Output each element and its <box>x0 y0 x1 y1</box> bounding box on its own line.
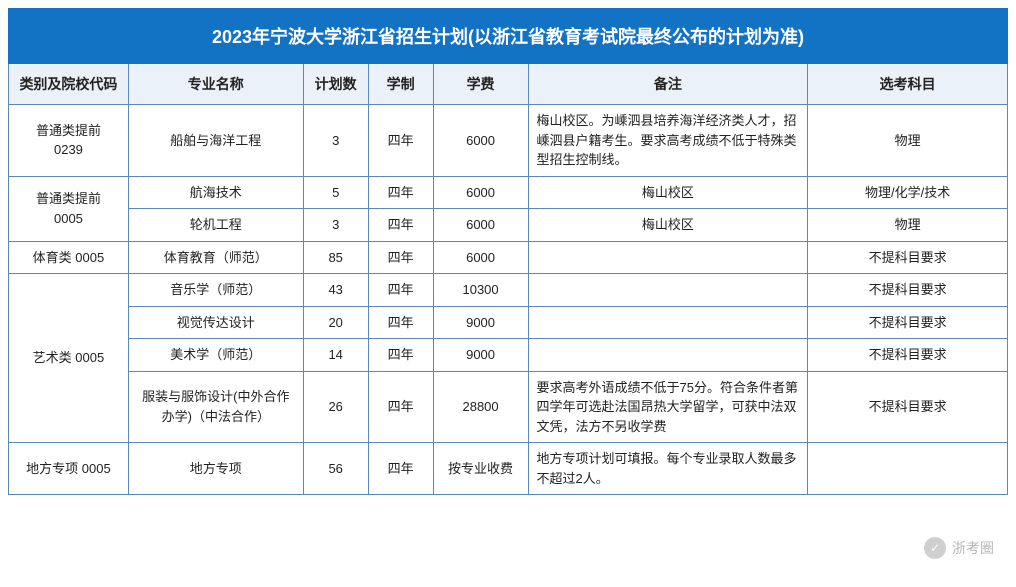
remark-cell: 梅山校区 <box>528 209 808 242</box>
plan-cell: 20 <box>303 306 368 339</box>
table-row: 美术学（师范）14四年9000 不提科目要求 <box>9 339 1008 372</box>
major-cell: 音乐学（师范） <box>128 274 303 307</box>
major-cell: 美术学（师范） <box>128 339 303 372</box>
remark-cell: 梅山校区。为嵊泗县培养海洋经济类人才，招嵊泗县户籍考生。要求高考成绩不低于特殊类… <box>528 105 808 177</box>
watermark-text: 浙考圈 <box>952 538 994 558</box>
plan-cell: 14 <box>303 339 368 372</box>
fee-cell: 9000 <box>433 306 528 339</box>
plan-cell: 26 <box>303 371 368 443</box>
remark-cell <box>528 339 808 372</box>
plan-cell: 3 <box>303 105 368 177</box>
col-header: 备注 <box>528 64 808 105</box>
plan-cell: 43 <box>303 274 368 307</box>
category-cell: 普通类提前 0239 <box>9 105 129 177</box>
fee-cell: 10300 <box>433 274 528 307</box>
plan-cell: 3 <box>303 209 368 242</box>
table-title: 2023年宁波大学浙江省招生计划(以浙江省教育考试院最终公布的计划为准) <box>9 9 1008 64</box>
major-cell: 服装与服饰设计(中外合作办学)（中法合作） <box>128 371 303 443</box>
table-row: 视觉传达设计20四年9000 不提科目要求 <box>9 306 1008 339</box>
subject-cell <box>808 443 1008 495</box>
col-header: 选考科目 <box>808 64 1008 105</box>
plan-cell: 56 <box>303 443 368 495</box>
fee-cell: 6000 <box>433 241 528 274</box>
table-row: 普通类提前 0239船舶与海洋工程3四年6000梅山校区。为嵊泗县培养海洋经济类… <box>9 105 1008 177</box>
subject-cell: 不提科目要求 <box>808 241 1008 274</box>
remark-cell <box>528 274 808 307</box>
remark-cell <box>528 306 808 339</box>
major-cell: 航海技术 <box>128 176 303 209</box>
years-cell: 四年 <box>368 105 433 177</box>
subject-cell: 不提科目要求 <box>808 306 1008 339</box>
title-row: 2023年宁波大学浙江省招生计划(以浙江省教育考试院最终公布的计划为准) <box>9 9 1008 64</box>
table-row: 轮机工程3四年6000梅山校区物理 <box>9 209 1008 242</box>
fee-cell: 9000 <box>433 339 528 372</box>
years-cell: 四年 <box>368 274 433 307</box>
subject-cell: 物理 <box>808 209 1008 242</box>
col-header: 计划数 <box>303 64 368 105</box>
header-row: 类别及院校代码专业名称计划数学制学费备注选考科目 <box>9 64 1008 105</box>
subject-cell: 不提科目要求 <box>808 371 1008 443</box>
major-cell: 视觉传达设计 <box>128 306 303 339</box>
fee-cell: 6000 <box>433 176 528 209</box>
category-cell: 地方专项 0005 <box>9 443 129 495</box>
subject-cell: 不提科目要求 <box>808 339 1008 372</box>
major-cell: 体育教育（师范） <box>128 241 303 274</box>
watermark: ✓ 浙考圈 <box>924 537 994 559</box>
years-cell: 四年 <box>368 371 433 443</box>
plan-cell: 5 <box>303 176 368 209</box>
years-cell: 四年 <box>368 241 433 274</box>
subject-cell: 物理/化学/技术 <box>808 176 1008 209</box>
fee-cell: 28800 <box>433 371 528 443</box>
col-header: 学制 <box>368 64 433 105</box>
years-cell: 四年 <box>368 306 433 339</box>
plan-cell: 85 <box>303 241 368 274</box>
table-row: 体育类 0005体育教育（师范）85四年6000 不提科目要求 <box>9 241 1008 274</box>
major-cell: 地方专项 <box>128 443 303 495</box>
table-body: 普通类提前 0239船舶与海洋工程3四年6000梅山校区。为嵊泗县培养海洋经济类… <box>9 105 1008 495</box>
major-cell: 轮机工程 <box>128 209 303 242</box>
years-cell: 四年 <box>368 176 433 209</box>
col-header: 类别及院校代码 <box>9 64 129 105</box>
fee-cell: 6000 <box>433 105 528 177</box>
col-header: 专业名称 <box>128 64 303 105</box>
watermark-icon: ✓ <box>924 537 946 559</box>
category-cell: 艺术类 0005 <box>9 274 129 443</box>
remark-cell: 梅山校区 <box>528 176 808 209</box>
years-cell: 四年 <box>368 339 433 372</box>
remark-cell: 要求高考外语成绩不低于75分。符合条件者第四学年可选赴法国昂热大学留学，可获中法… <box>528 371 808 443</box>
table-row: 服装与服饰设计(中外合作办学)（中法合作）26四年28800要求高考外语成绩不低… <box>9 371 1008 443</box>
category-cell: 普通类提前 0005 <box>9 176 129 241</box>
table-row: 地方专项 0005地方专项56四年按专业收费地方专项计划可填报。每个专业录取人数… <box>9 443 1008 495</box>
remark-cell <box>528 241 808 274</box>
category-cell: 体育类 0005 <box>9 241 129 274</box>
remark-cell: 地方专项计划可填报。每个专业录取人数最多不超过2人。 <box>528 443 808 495</box>
subject-cell: 物理 <box>808 105 1008 177</box>
fee-cell: 6000 <box>433 209 528 242</box>
table-row: 艺术类 0005音乐学（师范）43四年10300不提科目要求 <box>9 274 1008 307</box>
admissions-plan-table: 2023年宁波大学浙江省招生计划(以浙江省教育考试院最终公布的计划为准) 类别及… <box>8 8 1008 495</box>
col-header: 学费 <box>433 64 528 105</box>
major-cell: 船舶与海洋工程 <box>128 105 303 177</box>
subject-cell: 不提科目要求 <box>808 274 1008 307</box>
fee-cell: 按专业收费 <box>433 443 528 495</box>
years-cell: 四年 <box>368 443 433 495</box>
table-row: 普通类提前 0005航海技术5四年6000梅山校区物理/化学/技术 <box>9 176 1008 209</box>
years-cell: 四年 <box>368 209 433 242</box>
